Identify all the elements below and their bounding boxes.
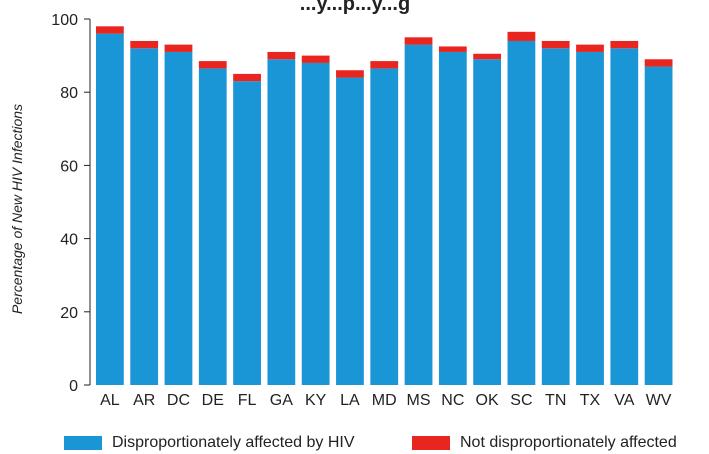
x-tick-label: KY	[305, 392, 327, 409]
x-tick-label: WV	[646, 392, 672, 409]
bar-nc-series-2	[438, 46, 467, 52]
bar-va-series-1	[610, 48, 639, 385]
bar-tn-series-2	[541, 40, 570, 49]
legend-label-series-2: Not disproportionately affected	[460, 434, 677, 451]
x-tick-label: LA	[340, 392, 360, 409]
x-tick-label: TN	[545, 392, 566, 409]
chart-title: ...y...p...y...g	[300, 0, 410, 15]
bar-tx-series-1	[576, 51, 604, 385]
x-tick-label: VA	[614, 392, 634, 409]
x-tick-label: MD	[372, 392, 397, 409]
x-tick-label: OK	[476, 392, 499, 409]
x-tick-label: AL	[100, 392, 120, 409]
bar-ms-series-1	[404, 44, 433, 386]
y-tick-label: 40	[60, 232, 78, 249]
y-tick-label: 60	[60, 158, 78, 175]
legend-swatch-series-2	[412, 436, 450, 450]
bar-sc-series-2	[507, 31, 536, 41]
bar-ga-series-2	[267, 51, 296, 60]
y-axis-label: Percentage of New HIV Infections	[9, 104, 25, 314]
bar-dc-series-1	[164, 51, 193, 385]
bar-wv-series-1	[644, 66, 673, 385]
bar-wv-series-2	[644, 59, 673, 67]
bar-sc-series-1	[507, 40, 536, 386]
x-tick-label: TX	[580, 392, 601, 409]
bar-ky-series-1	[301, 62, 330, 386]
bar-la-series-2	[336, 70, 364, 78]
legend-item-series-1: Disproportionately affected by HIV	[64, 434, 355, 452]
bar-md-series-2	[370, 61, 399, 69]
x-tick-label: MS	[407, 392, 431, 409]
bar-ok-series-2	[473, 53, 502, 60]
legend-swatch-series-1	[64, 436, 102, 450]
legend-label-series-1: Disproportionately affected by HIV	[112, 434, 355, 451]
x-tick-label: DE	[202, 392, 224, 409]
bar-dc-series-2	[164, 44, 193, 52]
bar-de-series-2	[198, 61, 227, 69]
legend-item-series-2: Not disproportionately affected	[412, 434, 677, 452]
y-tick-label: 100	[51, 12, 78, 29]
legend: Disproportionately affected by HIV Not d…	[64, 434, 709, 454]
bar-ga-series-1	[267, 59, 296, 385]
x-tick-label: AR	[133, 392, 155, 409]
y-tick-label: 20	[60, 305, 78, 322]
bar-md-series-1	[370, 68, 399, 385]
bar-ms-series-2	[404, 37, 433, 45]
bars	[96, 26, 673, 386]
bar-fl-series-2	[233, 73, 261, 82]
bar-fl-series-1	[233, 81, 261, 385]
y-axis: 0 20 40 60 80 100	[51, 12, 91, 395]
x-tick-label: NC	[441, 392, 464, 409]
bar-tn-series-1	[541, 48, 570, 385]
bar-tx-series-2	[576, 44, 604, 52]
x-tick-label: DC	[167, 392, 190, 409]
bar-al-series-1	[96, 33, 124, 385]
bar-ar-series-2	[130, 40, 159, 49]
bar-de-series-1	[198, 68, 227, 385]
y-tick-label: 0	[69, 378, 78, 395]
bar-al-series-2	[96, 26, 124, 34]
y-tick-label: 80	[60, 85, 78, 102]
bar-va-series-2	[610, 40, 639, 49]
x-tick-label: SC	[510, 392, 532, 409]
x-tick-label: FL	[238, 392, 257, 409]
x-tick-label: GA	[270, 392, 293, 409]
bar-nc-series-1	[438, 51, 467, 385]
bar-ok-series-1	[473, 59, 502, 385]
x-axis: AL AR DC DE FL GA KY LA MD MS NC OK SC TN TX VA WV	[100, 392, 672, 409]
bar-la-series-1	[336, 77, 364, 385]
bar-ky-series-2	[301, 55, 330, 63]
bar-ar-series-1	[130, 48, 159, 385]
